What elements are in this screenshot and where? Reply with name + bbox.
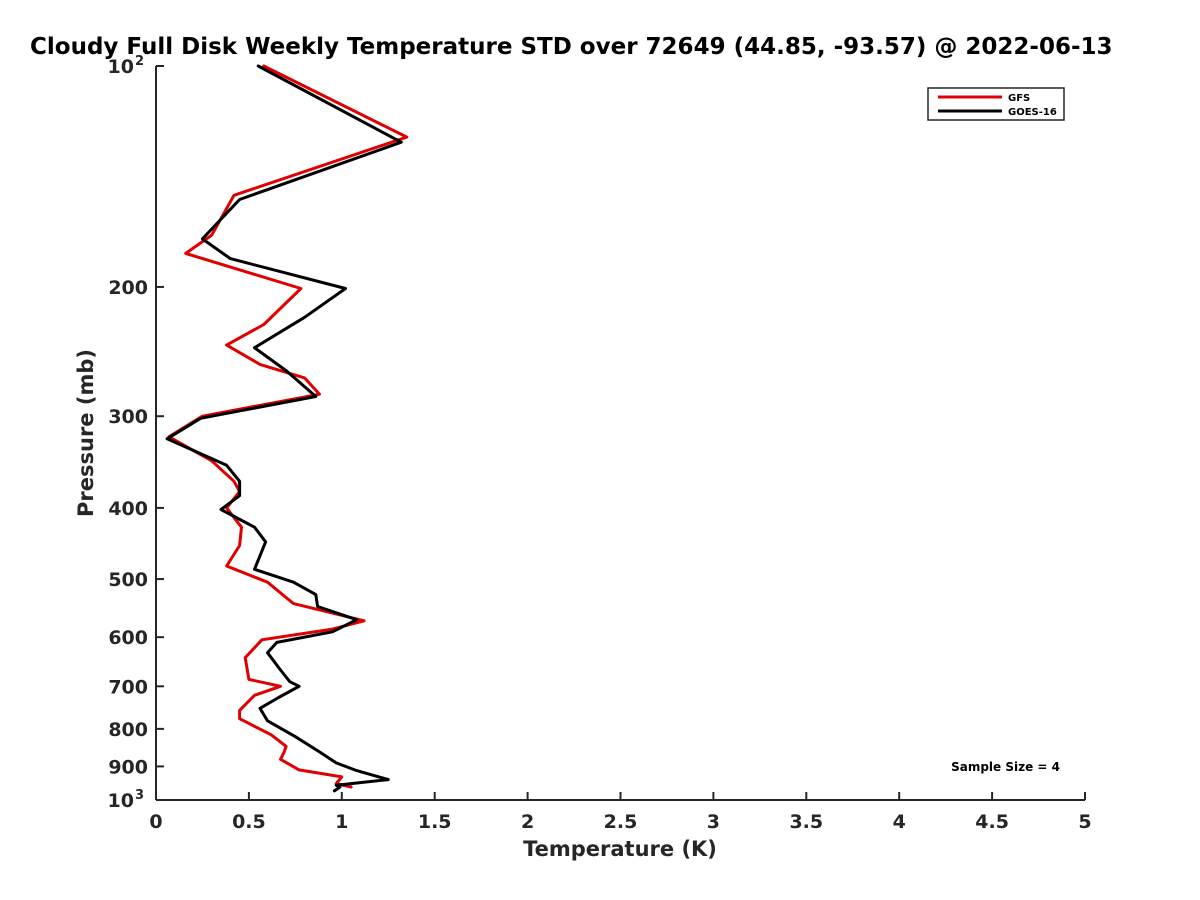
- legend: GFS GOES-16: [927, 87, 1065, 121]
- x-tick-label: 1.5: [418, 811, 452, 833]
- y-tick-exponent: 3: [135, 788, 144, 803]
- x-tick-label: 4.5: [975, 811, 1009, 833]
- sample-size-annotation: Sample Size = 4: [951, 760, 1060, 774]
- y-tick-label: 900: [108, 756, 148, 778]
- x-axis-label: Temperature (K): [523, 837, 717, 861]
- y-tick-label: 600: [108, 627, 148, 649]
- chart-title: Cloudy Full Disk Weekly Temperature STD …: [30, 34, 1113, 60]
- x-tick-label: 3: [707, 811, 720, 833]
- legend-box: [927, 87, 1065, 121]
- legend-label: GOES-16: [1008, 107, 1057, 118]
- y-tick-label: 800: [108, 719, 148, 741]
- y-axis-label: Pressure (mb): [74, 349, 98, 517]
- x-tick-label: 0.5: [232, 811, 266, 833]
- x-tick-label: 0: [149, 811, 162, 833]
- y-tick-exponent: 2: [135, 54, 144, 69]
- x-tick-label: 2: [521, 811, 534, 833]
- y-tick-label: 700: [108, 676, 148, 698]
- x-tick-label: 2.5: [604, 811, 638, 833]
- x-tick-label: 1: [335, 811, 348, 833]
- series-layer: [165, 64, 409, 793]
- x-tick-label: 3.5: [789, 811, 823, 833]
- axes: 0 0.5 1 1.5 2 2.5 3 3.5 4 4.5 510 22003004005006007…: [108, 54, 1092, 833]
- series-line-goes-16: [165, 64, 403, 793]
- y-tick-label: 10: [108, 790, 134, 812]
- x-tick-label: 4: [893, 811, 906, 833]
- y-tick-label: 400: [108, 498, 148, 520]
- y-tick-label: 10: [108, 56, 134, 78]
- x-tick-label: 5: [1078, 811, 1091, 833]
- legend-label: GFS: [1008, 93, 1030, 104]
- series-line-gfs: [167, 64, 409, 789]
- y-tick-label: 200: [108, 277, 148, 299]
- y-tick-label: 500: [108, 569, 148, 591]
- y-tick-label: 300: [108, 406, 148, 428]
- plot-area: 0 0.5 1 1.5 2 2.5 3 3.5 4 4.5 510 22003004005006007…: [108, 54, 1092, 833]
